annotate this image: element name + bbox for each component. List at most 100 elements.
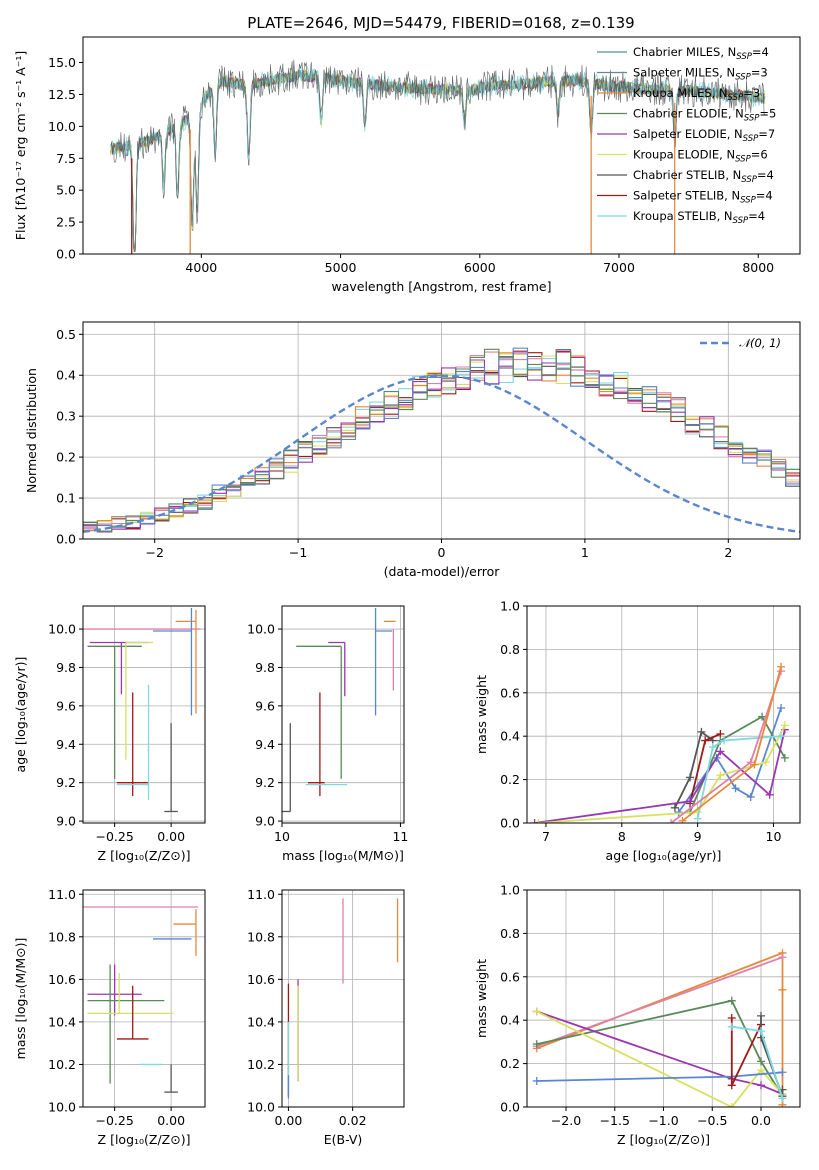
y-axis-label: age [log₁₀(age/yr)]	[13, 657, 28, 773]
y-tick-label: 0.0	[56, 247, 76, 262]
weight-line-chabrier-stelib	[674, 730, 714, 809]
weight-marker	[708, 743, 717, 752]
gaussian-reference-curve	[83, 374, 800, 533]
y-tick-label: 0.0	[56, 532, 76, 547]
mass-vs-ebv-panel: 0.00 0.02 10.0 10.2 10.4 10.6 10.8 11.0 E(B-V)	[247, 887, 405, 1147]
errorbar-point	[308, 692, 325, 797]
axes-frame	[82, 889, 206, 1108]
weight-marker	[757, 1027, 765, 1036]
weight-marker	[778, 1068, 787, 1077]
errorbar-point	[116, 985, 149, 1040]
y-tick-label: 0.4	[56, 368, 76, 383]
axes-frame	[82, 605, 206, 824]
weight-marker	[670, 803, 679, 812]
legend-label: Kroupa ELODIE, NSSP=6	[633, 148, 768, 165]
weight-marker	[778, 1094, 787, 1103]
y-tick-label: 9.8	[56, 660, 76, 675]
axes-frame	[82, 36, 801, 255]
y-tick-label: 10.8	[247, 929, 275, 944]
y-tick-label: 10.2	[48, 1057, 76, 1072]
weight-marker	[727, 1022, 736, 1031]
x-tick-label: 0.00	[157, 1113, 185, 1128]
y-tick-label: 0.4	[500, 729, 520, 744]
weight-marker	[780, 753, 789, 762]
y-tick-label: 10.6	[247, 972, 275, 987]
weight-marker	[716, 747, 725, 756]
x-tick-label: −1	[289, 545, 307, 560]
weight-marker	[731, 784, 740, 793]
weight-marker	[757, 1011, 765, 1020]
weight-marker	[701, 736, 710, 745]
x-tick-label: 9	[694, 829, 702, 844]
legend-label: Chabrier ELODIE, NSSP=5	[633, 107, 776, 124]
y-tick-label: 0.1	[56, 491, 76, 506]
weight-marker	[777, 703, 786, 712]
y-tick-label: 10.0	[247, 622, 275, 637]
x-tick-label: 4000	[185, 260, 217, 275]
axes-frame	[526, 889, 801, 1108]
x-tick-label: −0.5	[697, 1113, 727, 1128]
x-axis-label: E(B-V)	[324, 1132, 363, 1147]
errorbar-point	[374, 607, 393, 716]
errorbar-point	[173, 909, 197, 956]
residuals-panel: −2 −1 0 1 2 0.0 0.1 0.2 0.3 0.4 0.5 (data-model)/er…	[24, 321, 801, 579]
weight-marker	[757, 1066, 765, 1075]
weight-marker	[758, 712, 767, 721]
y-tick-label: 0.0	[500, 816, 520, 831]
weight-marker	[678, 816, 687, 823]
legend-label: Kroupa MILES, NSSP=3	[633, 86, 760, 103]
errorbar-point	[125, 641, 154, 760]
weight-marker	[727, 1103, 736, 1107]
legend-label: Salpeter MILES, NSSP=3	[633, 66, 768, 83]
y-tick-label: 0.2	[500, 772, 520, 787]
y-tick-label: 9.6	[56, 698, 76, 713]
y-tick-label: 0.2	[56, 450, 76, 465]
weight-marker	[777, 662, 786, 671]
errorbar-point	[164, 723, 178, 813]
errorbar-point	[164, 1064, 178, 1093]
weight-vs-metallicity-panel: −2.0 −1.5 −1.0 −0.5 0.0 0.0 0.2 0.4 0.6 0.8 1.0 Z […	[474, 883, 801, 1147]
legend-label: 𝒩(0, 1)	[739, 336, 781, 350]
y-tick-label: 9.0	[255, 814, 275, 829]
weight-line-kroupa-miles	[536, 951, 784, 1105]
weight-vs-age-panel: 7 8 9 10 0.0 0.2 0.4 0.6 0.8 1.0 age [log₁₀(age/yr…	[474, 599, 801, 863]
x-tick-label: 0.0	[751, 1113, 771, 1128]
weight-marker	[727, 1014, 736, 1023]
x-axis-label: mass [log₁₀(M/M⊙)]	[282, 848, 404, 863]
y-tick-label: 0.3	[56, 409, 76, 424]
y-tick-label: 0.0	[500, 1100, 520, 1115]
x-tick-label: 6000	[464, 260, 496, 275]
y-tick-label: 10.4	[48, 1014, 76, 1029]
weight-marker	[778, 953, 787, 962]
weight-marker	[686, 773, 695, 782]
legend-label: Chabrier MILES, NSSP=4	[633, 45, 769, 62]
y-tick-label: 0.6	[500, 969, 520, 984]
x-axis-label: age [log₁₀(age/yr)]	[606, 848, 722, 863]
y-tick-label: 0.6	[500, 685, 520, 700]
y-axis-label: mass [log₁₀(M/M⊙)]	[13, 938, 28, 1060]
x-tick-label: −2	[145, 545, 163, 560]
y-tick-label: 9.2	[255, 775, 275, 790]
axes-frame	[526, 605, 801, 824]
x-axis-label: wavelength [Angstrom, rest frame]	[331, 279, 551, 294]
y-axis-label: Flux [fλ10⁻¹⁷ erg cm⁻² s⁻¹ A⁻¹]	[13, 51, 28, 240]
x-tick-label: −1.0	[648, 1113, 678, 1128]
axes-frame	[281, 605, 405, 824]
y-tick-label: 10.4	[247, 1014, 275, 1029]
weight-marker	[777, 732, 786, 741]
x-axis-label: (data-model)/error	[384, 564, 501, 579]
y-tick-label: 9.4	[255, 737, 275, 752]
y-tick-label: 9.4	[56, 737, 76, 752]
y-tick-label: 10.8	[48, 929, 76, 944]
weight-marker	[757, 1057, 765, 1066]
y-tick-label: 0.2	[500, 1056, 520, 1071]
y-tick-label: 1.0	[500, 599, 520, 614]
x-axis-label: Z [log₁₀(Z/Z⊙)]	[98, 848, 191, 863]
mass-vs-metallicity-panel: −0.25 0.00 10.0 10.2 10.4 10.6 10.8 11.0 Z [log₁…	[13, 887, 206, 1147]
x-tick-label: 10	[766, 829, 782, 844]
weight-marker	[761, 758, 770, 767]
y-tick-label: 10.2	[247, 1057, 275, 1072]
residual-histogram	[83, 348, 800, 532]
x-tick-label: 5000	[325, 260, 357, 275]
